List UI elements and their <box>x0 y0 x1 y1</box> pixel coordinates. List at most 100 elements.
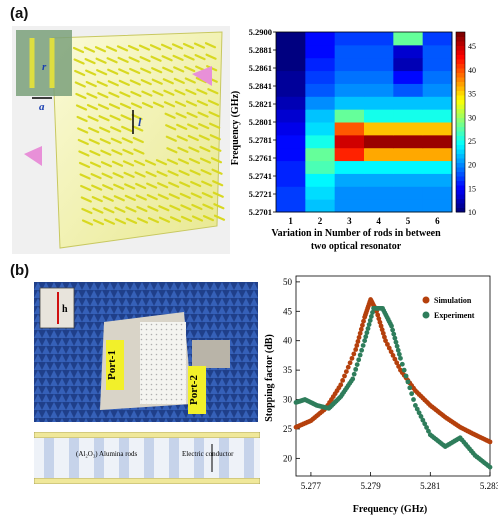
dielectric-rod <box>152 101 165 108</box>
colorbar-segment <box>456 203 465 208</box>
dielectric-rod <box>162 78 174 85</box>
dielectric-rod <box>81 219 94 226</box>
series-1-point <box>412 403 418 408</box>
dielectric-rod <box>121 125 133 133</box>
dielectric-rod <box>102 184 114 191</box>
heatmap-cell <box>276 83 306 97</box>
dielectric-rod <box>107 80 119 87</box>
heatmap-cell <box>334 147 365 162</box>
dielectric-rod <box>183 54 195 61</box>
heatmap-cell <box>276 186 306 200</box>
heatmap-cell <box>422 186 453 200</box>
linechart-xtick: 5.283 <box>480 481 498 491</box>
series-0-point <box>383 338 388 344</box>
dielectric-rod <box>188 157 201 165</box>
dielectric-rod <box>185 88 197 96</box>
dielectric-rod <box>75 104 88 111</box>
alumina-rod <box>69 438 79 478</box>
dielectric-rod <box>212 180 224 187</box>
alumina-rod <box>119 438 129 478</box>
series-1-point <box>411 397 416 402</box>
heatmap-cell <box>393 134 424 149</box>
dielectric-rod <box>125 206 137 213</box>
series-1-point <box>420 417 426 423</box>
colorbar-segment <box>456 104 465 109</box>
heatmap-cell <box>364 44 394 59</box>
heatmap-cell <box>305 96 336 110</box>
dielectric-rod <box>146 182 158 189</box>
dielectric-rod <box>97 92 109 99</box>
heatmap-cell <box>276 32 306 46</box>
series-1-point <box>350 376 356 382</box>
dielectric-rod <box>209 122 221 129</box>
dielectric-rod <box>113 195 125 202</box>
heatmap-cell <box>276 160 306 174</box>
colorbar-segment <box>456 180 465 186</box>
horn-left <box>24 146 42 166</box>
dielectric-rod <box>166 147 178 154</box>
heatmap-cell <box>422 109 453 123</box>
alumina-rod <box>194 438 204 478</box>
heatmap-cell <box>305 83 336 97</box>
heatmap-cell <box>422 44 453 59</box>
dielectric-rod <box>199 145 211 153</box>
heatmap-xlabel-line2: two optical resonator <box>311 241 402 252</box>
heatmap-ytick: 5.2721 <box>249 189 272 199</box>
heatmap-cell <box>276 70 306 84</box>
heatmap-cell <box>422 173 453 187</box>
dielectric-rod <box>87 115 99 122</box>
dielectric-rod <box>98 115 110 122</box>
colorbar-segment <box>456 86 465 91</box>
heatmap-cell <box>334 173 365 187</box>
dielectric-rod <box>199 157 212 164</box>
colorbar-segment <box>456 185 465 190</box>
dielectric-rod <box>89 161 102 168</box>
heatmap-cell <box>276 44 306 59</box>
dielectric-rod <box>130 102 143 109</box>
dielectric-rod <box>210 157 223 164</box>
heatmap-cell <box>422 70 453 84</box>
dielectric-rod <box>168 193 180 200</box>
heatmap-cell <box>393 109 424 123</box>
alumina-rod <box>169 438 179 478</box>
dielectric-rod <box>132 125 144 132</box>
dielectric-rod <box>146 194 158 201</box>
dielectric-rod <box>118 79 130 87</box>
linechart-legend: Simulation Experiment <box>422 296 475 320</box>
series-0-point <box>342 373 347 379</box>
symbol-a: a <box>39 101 45 113</box>
colorbar-tick: 25 <box>468 137 476 146</box>
heatmap-cell <box>364 96 394 110</box>
linechart-series <box>293 297 493 470</box>
colorbar-segment <box>456 207 465 213</box>
heatmap-cell <box>364 32 394 46</box>
colorbar-segment <box>456 50 465 55</box>
dielectric-rod <box>132 136 144 144</box>
series-0-point <box>378 323 384 329</box>
dielectric-rod <box>169 216 182 223</box>
series-0-point <box>382 334 387 340</box>
heatmap-cell <box>305 160 336 174</box>
dielectric-rod <box>83 46 96 53</box>
dielectric-rod <box>92 207 104 214</box>
linechart-ytick: 30 <box>283 395 293 405</box>
top-conductor <box>33 431 261 439</box>
heatmap-cell <box>364 70 394 84</box>
series-1-point <box>391 331 397 337</box>
series-1-point <box>356 357 362 363</box>
heatmap-cell <box>393 160 424 174</box>
heatmap-cell <box>364 173 394 187</box>
dielectric-rod <box>168 181 180 188</box>
dielectric-rod <box>114 206 126 213</box>
heatmap-cell <box>393 57 424 72</box>
series-1-point <box>414 406 420 412</box>
dielectric-rod <box>191 203 203 211</box>
alumina-rod <box>94 438 104 478</box>
dielectric-rod <box>173 66 185 73</box>
dielectric-rod <box>124 183 136 190</box>
dielectric-rod <box>191 215 204 222</box>
dielectric-rod <box>99 138 111 145</box>
legend-marker <box>422 296 430 304</box>
dielectric-rod <box>171 43 184 50</box>
colorbar-segment <box>456 194 465 199</box>
